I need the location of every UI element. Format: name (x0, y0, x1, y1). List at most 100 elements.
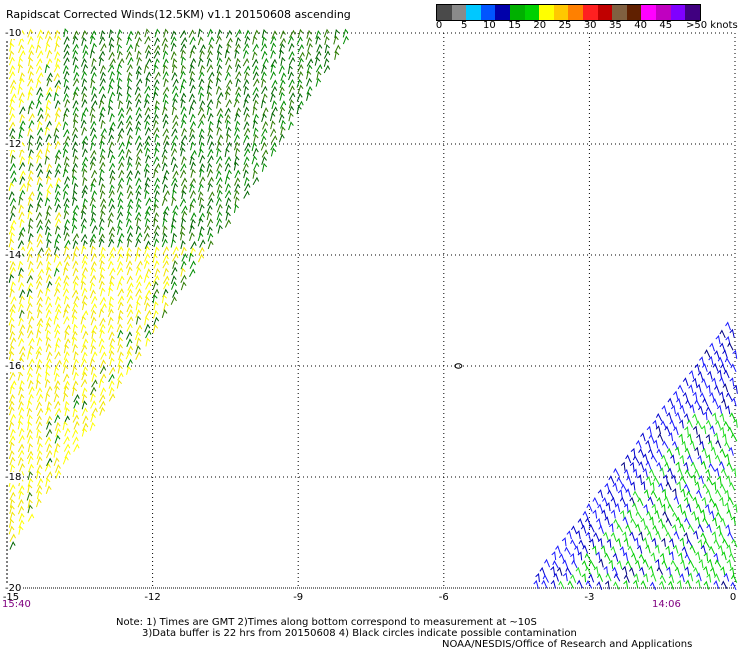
wind-barb (135, 281, 142, 290)
wind-barb (171, 134, 179, 144)
wind-barb (226, 169, 232, 179)
wind-barb (72, 260, 79, 269)
wind-barb (586, 503, 593, 512)
wind-barb (730, 581, 737, 591)
wind-barb (252, 35, 258, 45)
wind-barb (55, 282, 62, 291)
wind-barb (728, 552, 736, 562)
wind-barb (64, 400, 70, 410)
wind-barb (126, 288, 133, 298)
wind-barb (117, 57, 125, 67)
wind-barb (63, 245, 70, 255)
wind-barb (144, 28, 150, 38)
wind-barb (161, 175, 168, 185)
wind-barb (189, 36, 196, 45)
wind-barb (197, 106, 205, 116)
wind-barb (19, 155, 26, 165)
wind-barb (17, 231, 25, 241)
wind-barb (99, 323, 106, 333)
wind-barb (36, 233, 43, 242)
wind-barb (562, 572, 568, 582)
wind-barb (82, 422, 89, 432)
wind-barb (197, 57, 204, 67)
wind-barb (723, 369, 730, 379)
wind-barb (73, 371, 79, 381)
wind-barb (172, 259, 178, 269)
wind-barb (188, 252, 194, 262)
wind-barb (73, 155, 79, 165)
wind-barb (18, 211, 25, 220)
wind-barb (90, 260, 97, 270)
wind-barb (117, 238, 123, 248)
wind-barb (661, 404, 668, 414)
wind-barb (46, 239, 52, 249)
wind-barb (724, 489, 730, 499)
wind-barb (217, 113, 224, 123)
wind-barb (35, 415, 42, 424)
wind-barb (118, 169, 125, 179)
wind-barb (18, 406, 25, 416)
wind-barb (180, 177, 188, 186)
wind-barb (53, 92, 59, 102)
wind-barb (99, 106, 106, 116)
wind-barb (654, 509, 660, 519)
wind-barb (253, 29, 260, 39)
wind-barb (18, 126, 25, 136)
wind-barb (707, 370, 713, 380)
wind-barb (324, 43, 330, 53)
wind-barb (623, 468, 630, 478)
wind-barb (665, 481, 672, 491)
wind-barb (714, 454, 721, 464)
wind-barb (217, 134, 224, 143)
wind-barb (100, 359, 107, 368)
wind-barb (72, 190, 78, 200)
wind-barb (63, 210, 70, 220)
wind-barb (26, 491, 33, 501)
wind-barb (73, 393, 80, 403)
wind-barb (153, 44, 161, 54)
wind-barb (535, 573, 540, 583)
wind-barb (270, 35, 277, 45)
wind-barb (233, 141, 240, 151)
wind-barb (63, 92, 70, 102)
wind-barb (63, 128, 70, 138)
wind-barb (695, 503, 702, 513)
wind-barb (179, 29, 187, 39)
wind-barb (144, 113, 151, 123)
wind-barb (27, 329, 34, 339)
wind-barb (135, 161, 142, 171)
wind-barb (280, 72, 287, 81)
wind-barb (72, 30, 79, 40)
wind-barb (690, 461, 697, 471)
wind-barb (645, 510, 652, 520)
wind-barb (44, 112, 51, 122)
wind-barb (63, 50, 70, 59)
wind-barb (9, 197, 17, 207)
wind-barb (63, 436, 70, 445)
wind-barb (9, 113, 16, 122)
wind-barb (621, 565, 628, 575)
wind-barb (197, 191, 204, 201)
wind-barb (661, 488, 667, 498)
wind-barb (108, 281, 115, 290)
wind-barb (108, 98, 114, 108)
wind-barb (80, 280, 86, 290)
wind-barb (162, 205, 170, 215)
wind-barb (659, 580, 665, 590)
wind-barb (99, 280, 105, 290)
wind-barb (722, 349, 728, 359)
wind-barb (699, 392, 706, 401)
wind-barb (54, 79, 62, 88)
wind-barb (199, 64, 206, 74)
start-time-label: 15:40 (2, 599, 31, 610)
wind-barb (179, 84, 186, 94)
wind-barb (63, 295, 70, 305)
wind-barb (8, 190, 15, 200)
wind-barb (72, 133, 78, 143)
wind-barb (180, 246, 187, 256)
wind-barb (208, 141, 215, 150)
wind-barb (216, 57, 223, 67)
wind-barb (107, 64, 115, 73)
wind-barb (107, 212, 114, 221)
wind-barb (243, 79, 250, 88)
